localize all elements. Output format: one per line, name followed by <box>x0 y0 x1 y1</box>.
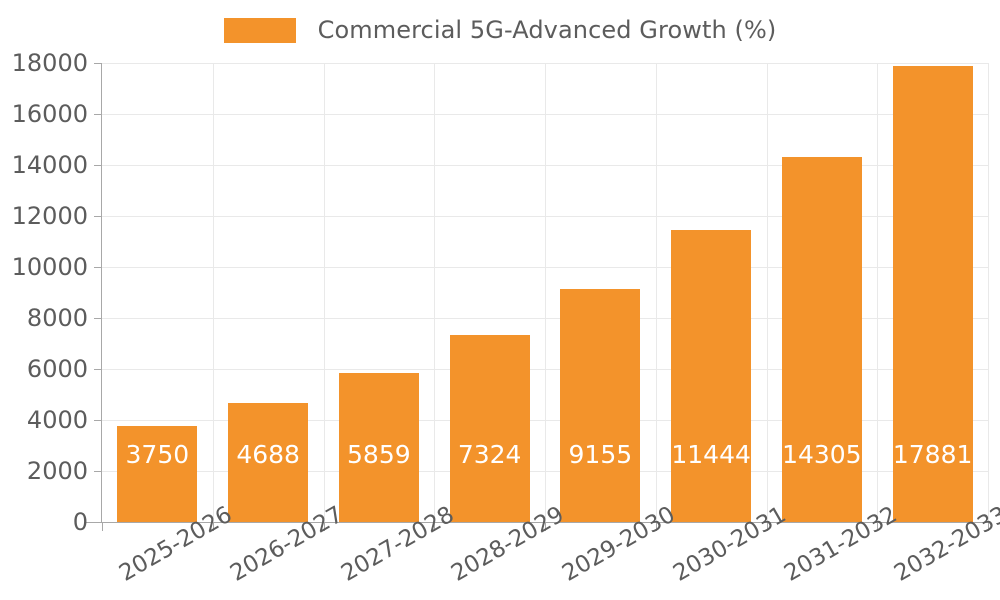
x-tick-mark <box>102 522 103 531</box>
y-tick-label: 2000 <box>26 457 88 485</box>
y-tick-mark <box>94 165 102 166</box>
y-tick-label: 4000 <box>26 406 88 434</box>
bar-value-label: 4688 <box>236 440 300 469</box>
bar-value-label: 17881 <box>892 440 973 469</box>
x-tick-mark <box>212 522 214 531</box>
y-tick-mark <box>94 369 102 370</box>
y-tick-mark <box>94 318 102 319</box>
bar[interactable]: 5859 <box>338 372 419 522</box>
x-tick-mark <box>988 522 989 531</box>
bar-value-label: 11444 <box>671 440 751 469</box>
y-tick-mark <box>94 267 102 268</box>
gridline-vertical <box>545 63 546 522</box>
gridline-vertical <box>323 63 325 522</box>
bar[interactable]: 4688 <box>228 402 309 522</box>
y-axis-line <box>101 63 102 523</box>
y-tick-label: 12000 <box>11 202 88 230</box>
y-tick-label: 8000 <box>26 304 88 332</box>
bar[interactable]: 14305 <box>781 157 862 522</box>
gridline-vertical <box>212 63 214 522</box>
y-tick-label: 10000 <box>11 253 88 281</box>
x-axis-line <box>84 522 989 523</box>
y-tick-mark <box>94 522 102 523</box>
y-tick-mark <box>94 471 102 472</box>
plot-area: 3750 4688 5859 7324 9155 11444 14305 17881 <box>102 63 989 522</box>
x-tick-mark <box>545 522 546 531</box>
y-tick-label: 0 <box>72 508 88 536</box>
y-tick-mark <box>94 114 102 115</box>
bar-value-label: 7324 <box>457 440 522 469</box>
legend-color-swatch <box>223 17 296 43</box>
y-tick-mark <box>94 216 102 217</box>
bar-value-label: 5859 <box>347 440 411 469</box>
x-tick-mark <box>434 522 436 531</box>
chart-legend: Commercial 5G-Advanced Growth (%) <box>0 12 1000 48</box>
bar-value-label: 14305 <box>782 440 862 469</box>
bar-value-label: 9155 <box>568 440 633 469</box>
gridline-vertical <box>434 63 436 522</box>
x-tick-mark <box>655 522 657 531</box>
y-tick-label: 14000 <box>11 151 88 179</box>
y-tick-label: 6000 <box>26 355 88 383</box>
bar[interactable]: 7324 <box>449 335 530 522</box>
x-tick-mark <box>323 522 325 531</box>
bar[interactable]: 9155 <box>560 288 641 522</box>
y-tick-label: 18000 <box>11 49 88 77</box>
gridline-vertical <box>877 63 879 522</box>
bar-value-label: 3750 <box>125 440 190 469</box>
gridline-vertical <box>766 63 768 522</box>
bar[interactable]: 17881 <box>892 66 973 522</box>
gridline-vertical <box>655 63 657 522</box>
y-tick-mark <box>94 420 102 421</box>
legend-label: Commercial 5G-Advanced Growth (%) <box>317 16 777 44</box>
y-tick-label: 16000 <box>11 100 88 128</box>
bar[interactable]: 3750 <box>117 426 198 522</box>
x-tick-mark <box>877 522 879 531</box>
bar[interactable]: 11444 <box>671 230 752 522</box>
y-tick-mark <box>94 63 102 64</box>
x-tick-mark <box>766 522 768 531</box>
gridline-vertical <box>988 63 989 522</box>
